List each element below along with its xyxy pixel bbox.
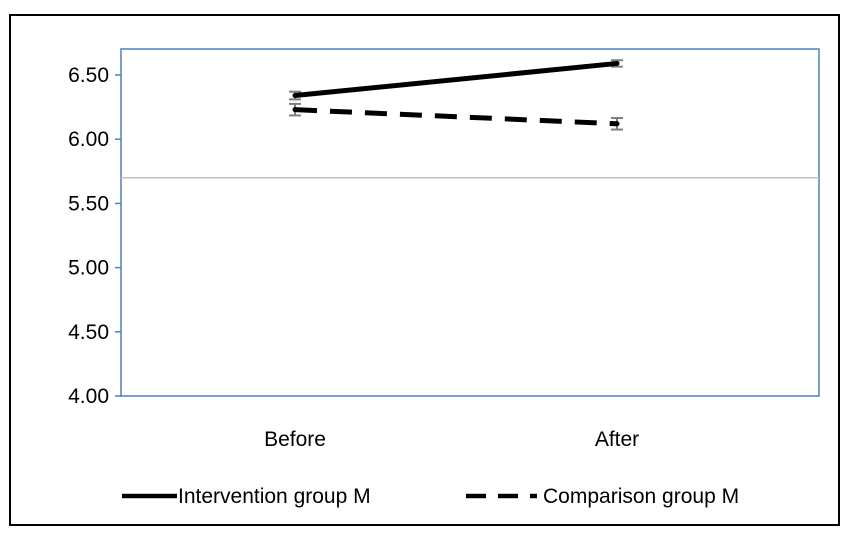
x-tick-label: After	[595, 428, 639, 451]
y-tick-label: 5.00	[68, 257, 109, 280]
y-tick-label: 5.50	[68, 192, 109, 215]
plot-area-border	[120, 48, 820, 397]
x-tick-label: Before	[264, 428, 326, 451]
legend-label: Intervention group M	[178, 485, 371, 508]
data-point	[292, 107, 298, 113]
chart-outer-border	[9, 14, 840, 526]
series-line-comparison	[294, 107, 618, 127]
data-point	[292, 93, 298, 99]
data-point	[614, 121, 620, 127]
y-tick-label: 6.50	[68, 64, 109, 87]
y-tick-label: 4.00	[68, 385, 109, 408]
y-tick-label: 6.00	[68, 128, 109, 151]
series-line-intervention	[294, 60, 618, 99]
legend-label: Comparison group M	[543, 485, 739, 508]
data-point	[614, 60, 620, 66]
y-tick-label: 4.50	[68, 321, 109, 344]
